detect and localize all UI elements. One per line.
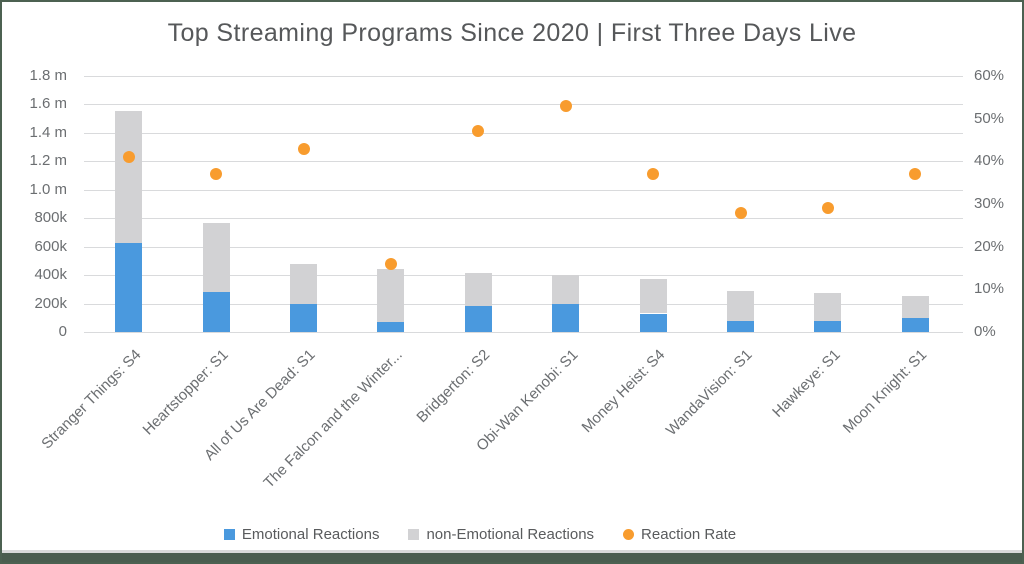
gridline [84, 275, 963, 276]
gridline [84, 304, 963, 305]
legend-label: Emotional Reactions [241, 525, 380, 543]
left-axis-tick-label: 0 [58, 323, 67, 340]
left-axis-tick-label: 400k [34, 266, 67, 283]
bar-non-emotional-segment [203, 223, 230, 292]
left-axis-tick-label: 1.4 m [29, 124, 67, 141]
category-label: Heartstopper: S1 [139, 346, 232, 439]
gridline [84, 104, 963, 105]
category-label: Moon Knight: S1 [840, 346, 931, 437]
bar-emotional-segment [727, 321, 754, 332]
right-axis-tick-label: 40% [974, 152, 1005, 169]
right-axis-tick-label: 10% [974, 280, 1005, 297]
bar-non-emotional-segment [465, 273, 492, 306]
reaction-rate-dot [123, 151, 135, 163]
bar-non-emotional-segment [552, 275, 579, 304]
bar-non-emotional-segment [902, 296, 929, 318]
reaction-rate-dot [909, 168, 921, 180]
left-axis-tick-label: 1.8 m [29, 67, 67, 84]
gridline [84, 76, 963, 77]
reaction-rate-dot [385, 258, 397, 270]
gridline [84, 161, 963, 162]
category-label: Obi-Wan Kenobi: S1 [472, 346, 582, 455]
reaction-rate-dot [822, 202, 834, 214]
bar-non-emotional-segment [727, 291, 754, 321]
legend-item: Emotional Reactions [223, 525, 380, 543]
bar-emotional-segment [377, 322, 404, 332]
bar-emotional-segment [290, 304, 317, 332]
gridline [84, 218, 963, 219]
reaction-rate-dot [647, 168, 659, 180]
reaction-rate-dot [735, 207, 747, 219]
category-label: Bridgerton: S2 [413, 346, 494, 427]
right-axis-tick-label: 30% [974, 195, 1005, 212]
bar-emotional-segment [640, 314, 667, 332]
legend-marker-square [223, 528, 235, 540]
right-axis-tick-label: 50% [974, 110, 1005, 127]
bar-emotional-segment [552, 304, 579, 332]
gridline [84, 190, 963, 191]
right-axis-tick-label: 60% [974, 67, 1005, 84]
bar-emotional-segment [814, 321, 841, 332]
bar-emotional-segment [902, 318, 929, 332]
legend-item: Reaction Rate [623, 526, 736, 543]
chart-legend: Emotional Reactions non-Emotional Reactio… [2, 522, 990, 546]
bar-emotional-segment [465, 306, 492, 332]
frame-bottom-bar [2, 553, 1022, 562]
category-label: Stranger Things: S4 [37, 346, 145, 453]
left-axis-tick-label: 600k [34, 238, 67, 255]
legend-label: non-Emotional Reactions [426, 525, 595, 543]
gridline [84, 247, 963, 248]
legend-item: non-Emotional Reactions [408, 526, 594, 543]
gridline [84, 332, 963, 333]
bar-non-emotional-segment [640, 279, 667, 313]
left-axis-tick-label: 200k [34, 295, 67, 312]
reaction-rate-dot [560, 100, 572, 112]
bar-emotional-segment [203, 292, 230, 332]
reaction-rate-dot [472, 125, 484, 137]
bar-non-emotional-segment [814, 293, 841, 321]
left-axis-tick-label: 1.0 m [29, 181, 67, 198]
gridline [84, 133, 963, 134]
bar-non-emotional-segment [377, 269, 404, 322]
chart-title: Top Streaming Programs Since 2020 | Firs… [167, 19, 857, 47]
left-axis-tick-label: 1.6 m [29, 95, 67, 112]
bar-non-emotional-segment [115, 111, 142, 243]
reaction-rate-dot [298, 143, 310, 155]
legend-marker-square [408, 528, 420, 540]
left-axis-tick-label: 1.2 m [29, 152, 67, 169]
right-axis-tick-label: 20% [974, 238, 1005, 255]
legend-marker-circle [623, 528, 635, 540]
category-label: Hawkeye: S1 [768, 346, 844, 421]
bar-emotional-segment [115, 243, 142, 332]
bar-non-emotional-segment [290, 264, 317, 304]
category-label: Money Heist: S4 [578, 346, 669, 437]
reaction-rate-dot [210, 168, 222, 180]
left-axis-tick-label: 800k [34, 209, 67, 226]
category-label: WandaVision: S1 [663, 346, 756, 440]
legend-label: Reaction Rate [641, 525, 737, 543]
right-axis-tick-label: 0% [974, 323, 996, 340]
frame-bottom-divider [2, 550, 1022, 553]
